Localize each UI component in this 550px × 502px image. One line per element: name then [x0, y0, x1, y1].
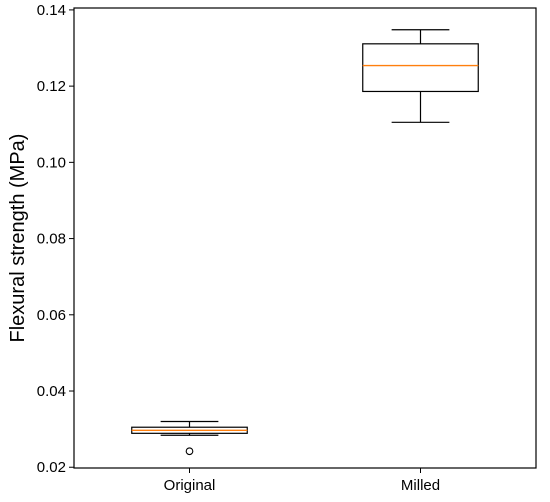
- box-milled: [362, 29, 479, 123]
- y-tick-label: 0.14: [37, 2, 66, 19]
- outlier-point: [185, 447, 194, 456]
- x-tick-label: Milled: [401, 477, 440, 494]
- plot-frame: [73, 7, 537, 469]
- y-tick-label: 0.02: [37, 459, 66, 476]
- iqr-box: [362, 43, 479, 93]
- y-tick-label: 0.06: [37, 307, 66, 324]
- x-tick-label: Original: [164, 477, 216, 494]
- box-original: [131, 420, 248, 456]
- y-tick-label: 0.10: [37, 154, 66, 171]
- y-axis-title: Flexural strength (MPa): [7, 134, 29, 343]
- y-tick-label: 0.12: [37, 78, 66, 95]
- y-tick-label: 0.08: [37, 231, 66, 248]
- y-tick-label: 0.04: [37, 383, 66, 400]
